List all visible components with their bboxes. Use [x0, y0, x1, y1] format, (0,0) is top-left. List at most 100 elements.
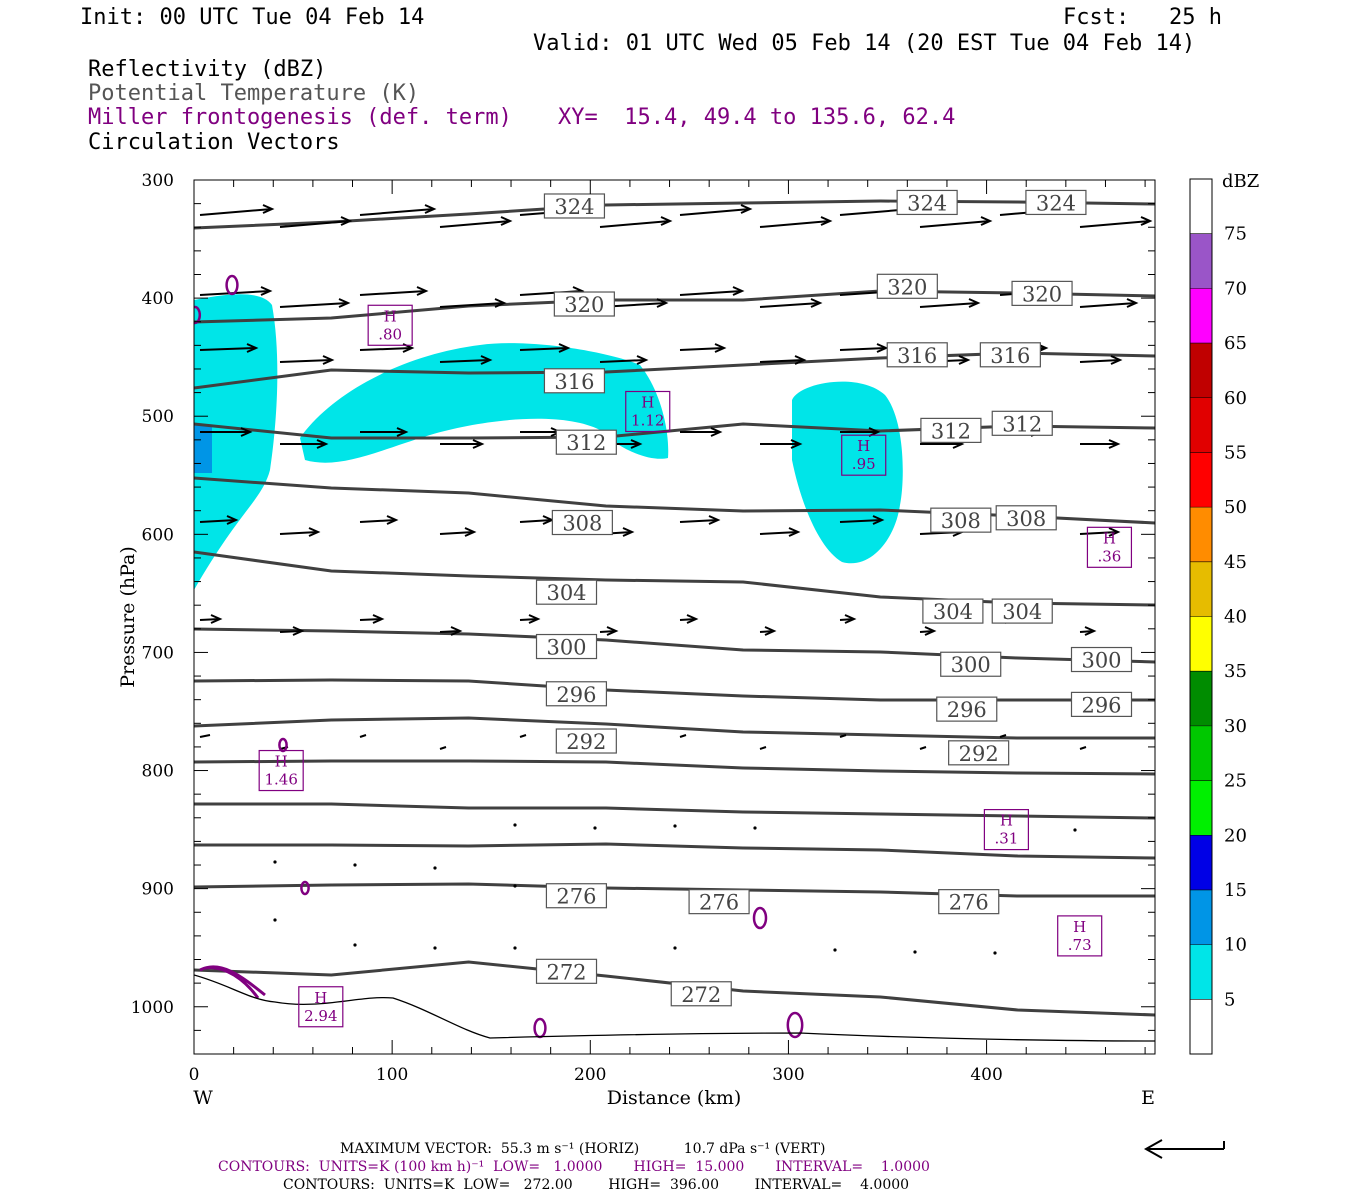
circulation-vector-head — [844, 614, 857, 624]
circulation-vector-head — [240, 427, 253, 437]
circulation-vector-head — [340, 216, 353, 226]
colorbar-label: 55 — [1224, 442, 1247, 463]
theta-label: 304 — [1002, 600, 1042, 624]
circulation-vector-head — [260, 286, 273, 296]
theta-label: 320 — [1022, 282, 1062, 306]
theta-label-box — [555, 728, 617, 754]
y-tick-label: 1000 — [131, 998, 174, 1018]
theta-label: 316 — [554, 370, 594, 394]
theta-label: 316 — [990, 344, 1030, 368]
theta-label-box — [991, 410, 1053, 436]
frontogenesis-contour — [752, 906, 768, 930]
forecast-hour: Fcst: 25 h — [1063, 5, 1222, 30]
circulation-vector — [199, 618, 221, 621]
colorbar-segment — [1190, 671, 1212, 726]
theta-label: 292 — [566, 730, 606, 754]
circulation-vector — [199, 208, 273, 216]
theta-label-box — [886, 342, 948, 368]
circulation-vector — [279, 630, 303, 633]
circulation-vector — [279, 302, 349, 308]
circulation-vector-head — [246, 343, 259, 353]
valid-time: Valid: 01 UTC Wed 05 Feb 14 (20 EST Tue … — [533, 31, 1196, 56]
colorbar-segment — [1190, 397, 1212, 453]
theta-label-box — [545, 681, 608, 707]
circulation-vector — [353, 943, 357, 947]
circulation-vector — [273, 860, 277, 864]
circulation-vector-head — [450, 626, 463, 636]
frontogenesis-max-letter: H — [641, 393, 654, 411]
frontogenesis-max-value: .36 — [1097, 547, 1121, 565]
circulation-vector-head — [292, 626, 305, 636]
circulation-vector-head — [794, 355, 807, 365]
circulation-vector — [679, 290, 743, 296]
frontogenesis-max-letter: H — [1073, 918, 1086, 936]
circulation-vector — [279, 531, 319, 535]
circulation-vector — [279, 220, 351, 228]
y-tick-label: 800 — [142, 762, 174, 782]
circulation-vector-head — [494, 298, 507, 308]
colorbar-segment — [1190, 288, 1212, 344]
circulation-vector — [273, 918, 277, 922]
theta-label-box — [551, 509, 613, 536]
circulation-vector-head — [820, 216, 833, 226]
theta-label-box — [876, 273, 938, 299]
frontogenesis-max-value: .31 — [994, 830, 1018, 848]
theta-label-box — [930, 507, 992, 533]
x-axis-label: Distance (km) — [607, 1087, 742, 1109]
theta-contour — [194, 842, 1155, 860]
circulation-vector — [599, 220, 671, 228]
colorbar-label: 65 — [1224, 333, 1247, 354]
circulation-vector-head — [764, 626, 777, 636]
theta-label: 276 — [949, 891, 989, 915]
frontogenesis-max-letter: H — [857, 437, 870, 455]
circulation-vector-head — [788, 527, 801, 537]
reference-vector-icon — [1143, 1139, 1225, 1159]
circulation-vector — [439, 746, 447, 750]
colorbar-segment — [1190, 835, 1212, 890]
circulation-vector — [279, 359, 333, 363]
frontogenesis-max-letter: H — [1103, 529, 1116, 547]
theta-label-box — [991, 598, 1053, 624]
colorbar-label: 25 — [1224, 771, 1247, 792]
circulation-vector-head — [656, 298, 669, 308]
colorbar-segment — [1190, 233, 1212, 289]
theta-label-box — [940, 651, 1002, 677]
theta-label: 272 — [681, 983, 721, 1007]
theta-label-box — [535, 579, 598, 605]
circulation-vector-head — [308, 527, 321, 537]
circulation-vector — [513, 823, 517, 827]
theta-label: 320 — [564, 293, 604, 317]
colorbar-segment — [1190, 999, 1212, 1054]
theta-label: 324 — [1036, 191, 1076, 215]
circulation-vector — [759, 359, 805, 363]
y-tick-label: 500 — [142, 407, 174, 427]
y-tick-label: 300 — [142, 171, 174, 191]
colorbar-label: 35 — [1224, 661, 1247, 682]
theta-label: 312 — [566, 431, 606, 455]
field-reflectivity: Reflectivity (dBZ) — [88, 57, 327, 82]
circulation-vector-head — [338, 298, 351, 308]
circulation-vector-head — [872, 515, 885, 525]
circulation-vector-head — [686, 614, 699, 624]
circulation-vector-head — [322, 355, 335, 365]
theta-label: 308 — [1006, 507, 1046, 531]
frontogenesis-max-letter: H — [275, 753, 288, 771]
colorbar-label: 70 — [1224, 278, 1247, 299]
circulation-vector — [519, 618, 539, 621]
colorbar-label: 20 — [1224, 825, 1247, 846]
circulation-vector-head — [924, 626, 937, 636]
theta-label: 276 — [699, 891, 739, 915]
theta-label: 324 — [554, 195, 594, 219]
colorbar-label: 30 — [1224, 716, 1247, 737]
y-tick-label: 600 — [142, 525, 174, 545]
circulation-vector-head — [710, 427, 723, 437]
circulation-vector — [839, 347, 887, 351]
theta-label-box — [543, 368, 606, 394]
theta-label-box — [936, 696, 998, 722]
circulation-vector — [359, 618, 383, 621]
y-axis-label: Pressure (hPa) — [117, 546, 139, 688]
circulation-vector — [199, 519, 237, 523]
frontogenesis-contour — [194, 305, 202, 325]
theta-label: 292 — [959, 742, 999, 766]
